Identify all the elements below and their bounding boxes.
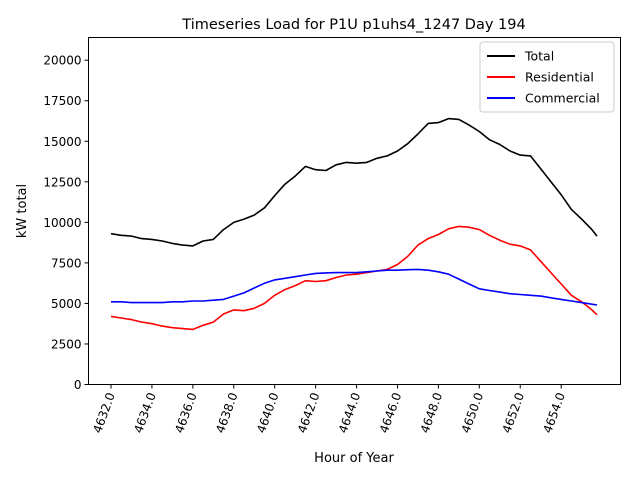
legend-label-residential: Residential [525, 70, 594, 85]
series-lines [110, 117, 598, 331]
y-axis-ticks: 0 2500 5000 7500 10000 12500 15000 17500 20000 [43, 54, 89, 392]
plot-frame [88, 37, 621, 385]
series-line-commercial [111, 268, 598, 306]
legend-label-commercial: Commercial [525, 91, 600, 106]
y-tick-label: 7500 [51, 256, 82, 270]
series-line-total [110, 117, 598, 247]
legend-frame [479, 41, 615, 113]
y-tick-label: 15000 [43, 135, 81, 149]
y-tick-label: 17500 [43, 94, 81, 108]
y-tick-label: 0 [74, 378, 82, 392]
y-tick-label: 5000 [51, 297, 82, 311]
y-tick-label: 12500 [43, 175, 81, 189]
y-tick-label: 2500 [51, 337, 82, 351]
x-axis-label: Hour of Year [314, 451, 394, 466]
y-axis-label: kW total [15, 184, 30, 238]
y-tick-label: 10000 [43, 216, 81, 230]
legend: Total Residential Commercial [479, 41, 615, 113]
plot-area [88, 37, 621, 385]
chart-title: Timeseries Load for P1U p1uhs4_1247 Day … [181, 17, 525, 33]
y-tick-label: 20000 [43, 54, 81, 68]
legend-label-total: Total [524, 49, 554, 64]
series-line-residential [110, 225, 598, 331]
